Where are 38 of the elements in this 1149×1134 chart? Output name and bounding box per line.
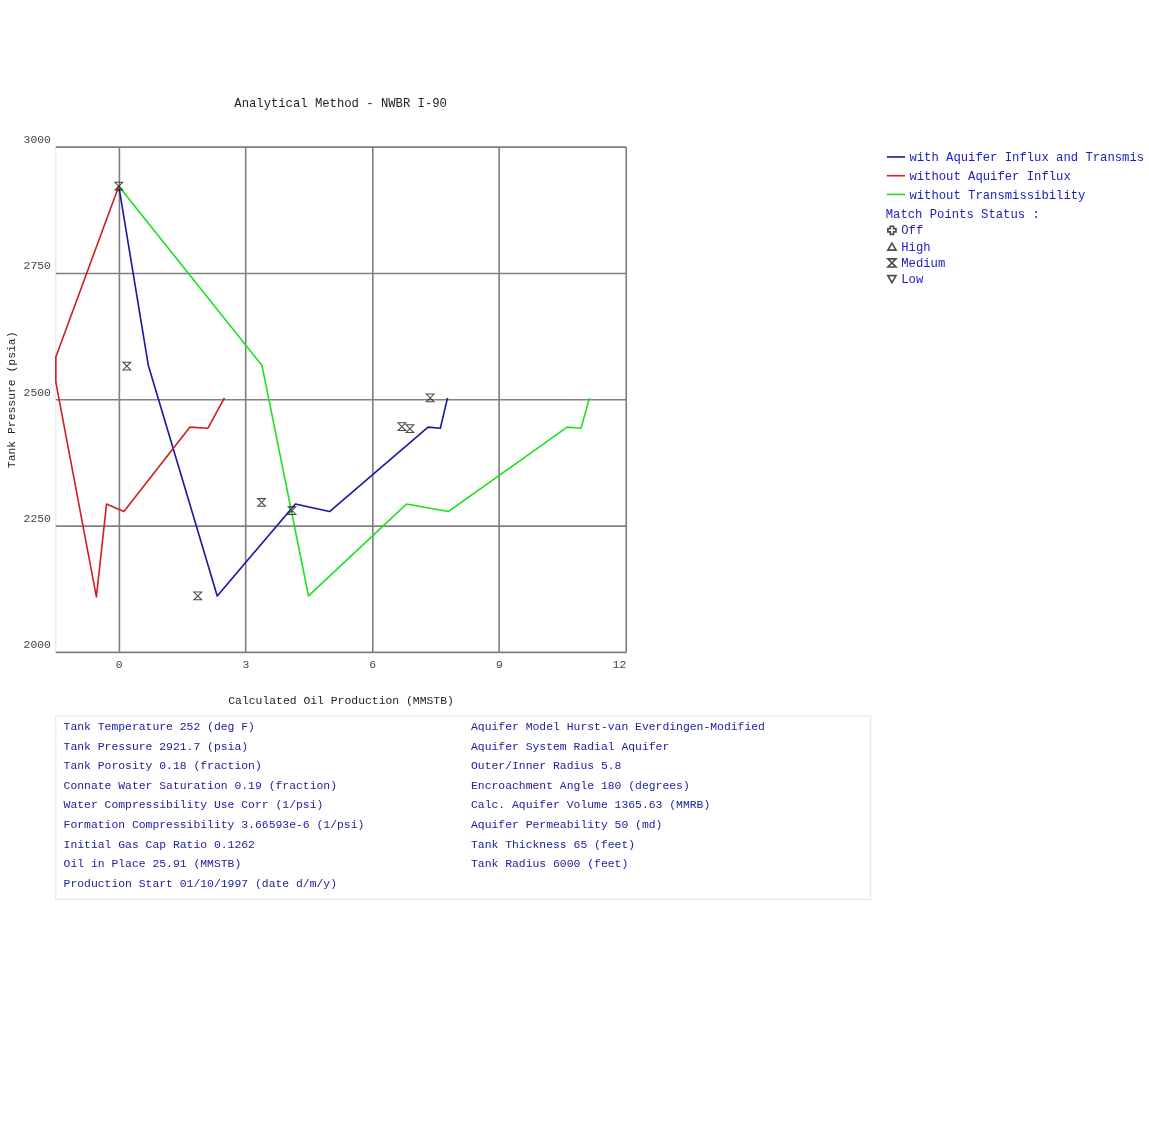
y-tick-label: 2500 <box>23 386 52 399</box>
y-tick-label: 2750 <box>23 260 52 273</box>
legend-label: Low <box>901 273 924 288</box>
chart-title: Analytical Method - NWBR I-90 <box>234 96 447 111</box>
text: Connate Water Saturation 0.19 (fraction) <box>63 779 337 792</box>
x-tick-label: 9 <box>496 658 504 671</box>
text: Encroachment Angle 180 (degrees) <box>471 779 690 792</box>
legend-title: Match Points Status : <box>885 207 1040 222</box>
x-axis-title: Calculated Oil Production (MMSTB) <box>228 694 454 707</box>
text: Aquifer System Radial Aquifer <box>471 740 670 753</box>
legend-label: without Transmissibility <box>909 188 1086 203</box>
x-tick-label: 0 <box>115 658 123 671</box>
legend-label: Medium <box>901 256 946 271</box>
text: Tank Thickness 65 (feet) <box>471 838 636 851</box>
text: Calc. Aquifer Volume 1365.63 (MMRB) <box>471 799 711 812</box>
text: Outer/Inner Radius 5.8 <box>471 760 622 773</box>
y-tick-label: 3000 <box>23 134 52 147</box>
y-axis-title: Tank Pressure (psia) <box>5 331 18 469</box>
legend-label: High <box>901 240 931 255</box>
x-tick-label: 6 <box>369 658 377 671</box>
text: Production Start 01/10/1997 (date d/m/y) <box>63 877 337 890</box>
legend-label: without Aquifer Influx <box>909 169 1071 184</box>
text: Tank Radius 6000 (feet) <box>471 858 629 871</box>
text: Formation Compressibility 3.66593e-6 (1/psi) <box>63 819 365 832</box>
legend-label: Off <box>901 224 924 239</box>
y-tick-label: 2000 <box>23 639 52 652</box>
text: Tank Porosity 0.18 (fraction) <box>63 760 262 773</box>
x-tick-label: 3 <box>242 658 250 671</box>
y-tick-label: 2250 <box>23 513 52 526</box>
text: Aquifer Permeability 50 (md) <box>471 819 663 832</box>
text: Tank Pressure 2921.7 (psia) <box>63 740 249 753</box>
text: Oil in Place 25.91 (MMSTB) <box>63 858 242 871</box>
legend-label: with Aquifer Influx and Transmis <box>909 151 1145 166</box>
text: Aquifer Model Hurst-van Everdingen-Modified <box>471 721 765 734</box>
x-tick-label: 12 <box>612 658 627 671</box>
text: Water Compressibility Use Corr (1/psi) <box>63 799 324 812</box>
text: Tank Temperature 252 (deg F) <box>63 721 255 734</box>
text: Initial Gas Cap Ratio 0.1262 <box>63 838 256 851</box>
